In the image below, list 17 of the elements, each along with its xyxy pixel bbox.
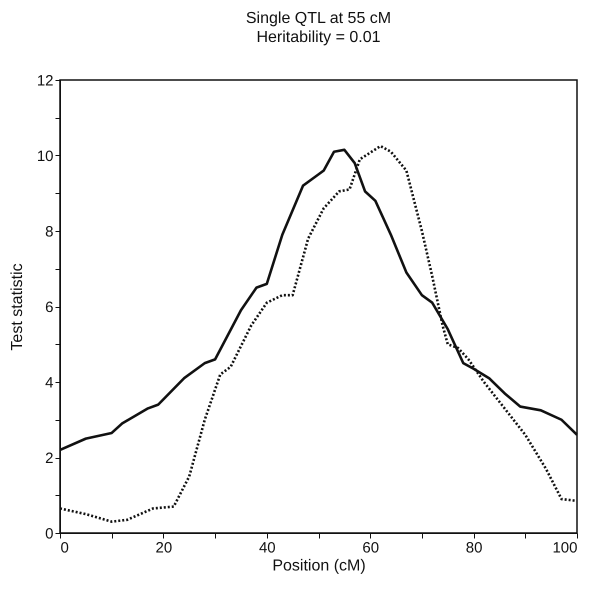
y-tick-label: 6 xyxy=(45,299,54,316)
y-tick-label: 4 xyxy=(45,374,54,392)
y-tick-label: 10 xyxy=(36,148,54,165)
y-tick-label: 12 xyxy=(36,72,54,90)
y-axis-title: Test statistic xyxy=(8,263,26,351)
y-tick-label: 0 xyxy=(45,526,54,542)
chart-title: Single QTL at 55 cM xyxy=(246,10,392,27)
y-tick-label: 2 xyxy=(45,450,54,467)
x-tick-label: 40 xyxy=(258,540,276,556)
x-axis-title: Position (cM) xyxy=(272,558,366,574)
y-tick-label: 8 xyxy=(45,224,54,240)
chart-subtitle: Heritability = 0.01 xyxy=(256,29,381,46)
x-tick-label: 80 xyxy=(466,540,482,556)
x-tick-label: 0 xyxy=(60,540,69,556)
x-tick-label: 20 xyxy=(156,540,172,556)
x-tick-label: 100 xyxy=(552,540,578,556)
x-tick-label: 60 xyxy=(362,540,380,556)
